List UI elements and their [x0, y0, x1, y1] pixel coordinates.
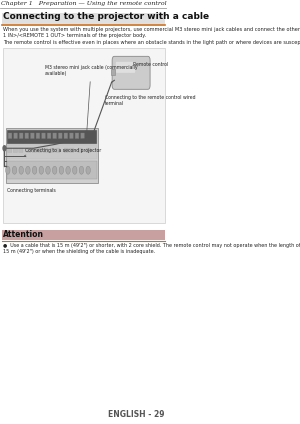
FancyBboxPatch shape [20, 133, 23, 139]
FancyBboxPatch shape [31, 133, 34, 139]
Text: M3 stereo mini jack cable (commercially
available): M3 stereo mini jack cable (commercially … [45, 65, 137, 133]
FancyBboxPatch shape [75, 133, 79, 139]
FancyBboxPatch shape [58, 133, 62, 139]
FancyBboxPatch shape [47, 133, 51, 139]
Circle shape [3, 146, 6, 151]
Circle shape [39, 166, 43, 174]
FancyBboxPatch shape [70, 148, 74, 153]
Text: Connecting terminals: Connecting terminals [7, 188, 56, 193]
Circle shape [66, 166, 70, 174]
FancyBboxPatch shape [6, 128, 98, 183]
Circle shape [46, 166, 50, 174]
FancyBboxPatch shape [53, 133, 56, 139]
FancyBboxPatch shape [78, 148, 82, 153]
FancyBboxPatch shape [50, 148, 54, 153]
Circle shape [26, 166, 30, 174]
Circle shape [12, 166, 17, 174]
FancyBboxPatch shape [19, 148, 23, 153]
Circle shape [59, 166, 64, 174]
FancyBboxPatch shape [14, 133, 17, 139]
FancyBboxPatch shape [25, 133, 28, 139]
FancyBboxPatch shape [3, 48, 165, 223]
Circle shape [79, 166, 84, 174]
Text: Attention: Attention [3, 230, 44, 239]
FancyBboxPatch shape [8, 148, 12, 153]
Text: Remote control: Remote control [133, 62, 168, 67]
FancyBboxPatch shape [81, 133, 84, 139]
FancyBboxPatch shape [64, 133, 68, 139]
FancyBboxPatch shape [116, 62, 135, 73]
FancyBboxPatch shape [2, 230, 165, 240]
FancyBboxPatch shape [36, 133, 40, 139]
FancyBboxPatch shape [38, 148, 42, 153]
FancyBboxPatch shape [32, 148, 36, 153]
Text: Connecting to a second projector: Connecting to a second projector [24, 148, 101, 157]
Circle shape [32, 166, 37, 174]
Text: When you use the system with multiple projectors, use commercial M3 stereo mini : When you use the system with multiple pr… [3, 28, 300, 38]
FancyBboxPatch shape [112, 56, 150, 89]
Circle shape [73, 166, 77, 174]
Text: ●  Use a cable that is 15 m (49'2") or shorter, with 2 core shield. The remote c: ● Use a cable that is 15 m (49'2") or sh… [3, 243, 300, 254]
FancyBboxPatch shape [44, 148, 47, 153]
FancyBboxPatch shape [64, 148, 68, 153]
FancyBboxPatch shape [27, 148, 31, 153]
FancyBboxPatch shape [86, 148, 91, 153]
FancyBboxPatch shape [7, 161, 97, 179]
FancyBboxPatch shape [13, 148, 17, 153]
Circle shape [6, 166, 10, 174]
Text: The remote control is effective even in places where an obstacle stands in the l: The remote control is effective even in … [3, 40, 300, 45]
Text: ENGLISH - 29: ENGLISH - 29 [108, 410, 165, 419]
Text: Chapter 1   Preparation — Using the remote control: Chapter 1 Preparation — Using the remote… [1, 1, 167, 6]
FancyBboxPatch shape [56, 148, 60, 153]
FancyBboxPatch shape [7, 130, 97, 144]
FancyBboxPatch shape [8, 133, 12, 139]
Text: Connecting to the projector with a cable: Connecting to the projector with a cable [3, 12, 209, 21]
FancyBboxPatch shape [42, 133, 45, 139]
FancyBboxPatch shape [111, 69, 115, 75]
FancyBboxPatch shape [7, 145, 97, 159]
Text: Connecting to the remote control wired
terminal: Connecting to the remote control wired t… [105, 95, 195, 106]
Circle shape [86, 166, 90, 174]
FancyBboxPatch shape [2, 14, 165, 24]
Circle shape [19, 166, 23, 174]
FancyBboxPatch shape [70, 133, 73, 139]
Circle shape [52, 166, 57, 174]
